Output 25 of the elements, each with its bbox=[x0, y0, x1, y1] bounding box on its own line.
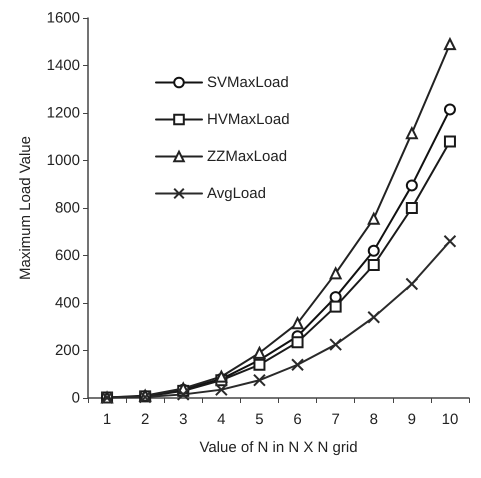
legend-label: ZZMaxLoad bbox=[207, 148, 288, 165]
y-tick-label: 1600 bbox=[46, 10, 80, 26]
x-tick-label: 7 bbox=[331, 411, 340, 428]
x-tick-label: 9 bbox=[408, 411, 416, 428]
y-tick-label: 200 bbox=[54, 342, 80, 359]
y-tick-label: 400 bbox=[54, 294, 80, 312]
x-tick-label: 5 bbox=[255, 411, 264, 428]
y-tick-label: 1000 bbox=[46, 152, 80, 169]
x-tick-label: 8 bbox=[370, 411, 378, 428]
x-tick-label: 3 bbox=[179, 411, 188, 428]
y-tick-label: 0 bbox=[72, 390, 80, 406]
x-tick-label: 6 bbox=[293, 411, 302, 428]
y-tick-label: 800 bbox=[54, 200, 80, 216]
x-tick-label: 4 bbox=[217, 411, 226, 428]
y-tick-label: 1200 bbox=[46, 104, 80, 122]
x-tick-label: 10 bbox=[442, 411, 458, 428]
y-axis-title: Maximum Load Value bbox=[17, 136, 34, 280]
y-tick-label: 600 bbox=[54, 247, 80, 264]
x-tick-label: 2 bbox=[140, 411, 150, 428]
legend-label: AvgLoad bbox=[207, 185, 266, 202]
y-tick-label: 1400 bbox=[46, 57, 80, 74]
legend-label: HVMaxLoad bbox=[207, 111, 290, 128]
x-axis-title: Value of N in N X N grid bbox=[199, 439, 358, 456]
legend-label: SVMaxLoad bbox=[207, 74, 289, 91]
x-tick-label: 1 bbox=[102, 411, 112, 428]
